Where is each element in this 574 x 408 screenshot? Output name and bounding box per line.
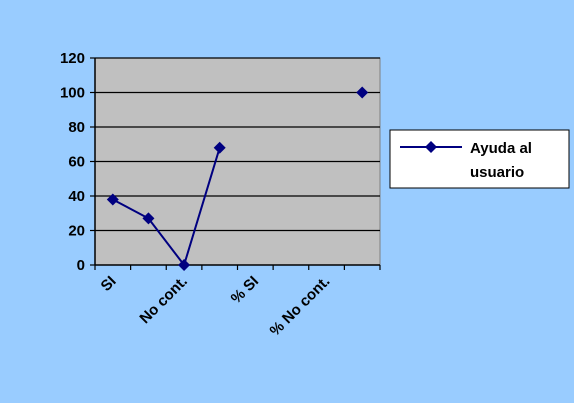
data-point-marker: [142, 212, 155, 225]
series-line: [112, 147, 221, 268]
legend-label-line-2: usuario: [470, 164, 524, 181]
gridlines: [95, 57, 380, 232]
y-tick-label: 100: [60, 85, 85, 102]
legend-label-line-1: Ayuda al: [470, 140, 532, 157]
axes: [90, 57, 381, 270]
y-tick-label: 60: [68, 154, 85, 171]
y-tick-label: 120: [60, 50, 85, 67]
legend-series-marker: [425, 141, 437, 153]
data-point-marker: [178, 259, 191, 271]
y-tick-label: 40: [68, 188, 85, 205]
data-point-marker: [356, 86, 369, 99]
y-tick-label: 0: [77, 257, 85, 274]
data-point-marker: [213, 141, 226, 154]
legend: Ayuda al usuario: [389, 129, 570, 189]
y-axis-tick-labels: 0 20 40 60 80 100 120: [60, 50, 85, 274]
data-point-marker: [106, 193, 119, 206]
series-ayuda-al-usuario: [106, 86, 369, 271]
y-tick-label: 80: [68, 119, 85, 136]
y-tick-label: 20: [68, 223, 85, 240]
legend-box: [389, 129, 570, 189]
